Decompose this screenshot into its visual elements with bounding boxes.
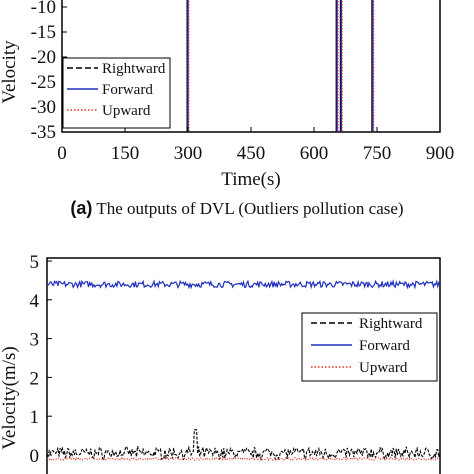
top-series-layer: [186, 0, 375, 132]
bottom-y-tick-label: 0: [30, 446, 40, 467]
bottom-y-tick-label: 5: [30, 252, 40, 273]
bottom-y-tick-label: 2: [30, 368, 40, 389]
bottom-y-tick-label: 3: [30, 330, 40, 351]
top-y-tick-label: -35: [31, 122, 56, 143]
bottom-legend: Rightward Forward Upward: [301, 312, 438, 382]
bottom-legend-label-forward: Forward: [359, 338, 410, 354]
top-x-tick-label: 300: [174, 143, 203, 164]
bottom-y-axis-label: Velocity(m/s): [0, 346, 20, 449]
bottom-legend-box: [301, 312, 438, 382]
top-chart: -10 -15 -20 -25 -30 -35 0 150 300 450 600 750 900 V…: [0, 0, 454, 190]
top-y-axis-label: Velocity: [0, 40, 20, 104]
bottom-legend-label-rightward: Rightward: [359, 316, 423, 332]
top-x-axis-label: Time(s): [221, 169, 280, 190]
top-x-tick-label: 900: [426, 143, 455, 164]
top-y-tick-label: -30: [31, 97, 56, 118]
top-legend-box: [62, 57, 171, 129]
top-y-axis: -10 -15 -20 -25 -30 -35: [31, 0, 67, 143]
bottom-y-axis: 5 4 3 2 1 0: [30, 252, 52, 467]
top-x-tick-label: 750: [363, 143, 392, 164]
top-x-tick-label: 0: [57, 143, 67, 164]
bottom-y-tick-label: 1: [30, 407, 40, 428]
top-legend-label-rightward: Rightward: [102, 61, 166, 77]
top-x-tick-label: 600: [300, 143, 329, 164]
bottom-chart: 5 4 3 2 1 0 Velocity(m/s) Rightward Forward Upw…: [0, 252, 441, 474]
bottom-series-layer: [46, 279, 441, 462]
top-x-tick-label: 450: [237, 143, 266, 164]
bottom-series-forward: [46, 279, 441, 290]
caption-tag: (a): [70, 198, 93, 218]
top-y-tick-label: -10: [31, 0, 56, 18]
top-y-tick-label: -15: [31, 22, 56, 43]
top-legend-label-forward: Forward: [102, 82, 153, 98]
top-x-axis: 0 150 300 450 600 750 900: [57, 127, 454, 164]
bottom-legend-label-upward: Upward: [359, 360, 408, 376]
top-y-tick-label: -20: [31, 47, 56, 68]
top-legend: Rightward Forward Upward: [62, 57, 171, 129]
bottom-series-rightward: [46, 429, 441, 462]
bottom-plot-frame: [46, 257, 441, 474]
top-x-tick-label: 150: [111, 143, 140, 164]
top-y-tick-label: -25: [31, 72, 56, 93]
caption-text: The outputs of DVL (Outliers pollution c…: [96, 199, 404, 218]
bottom-series-upward: [46, 456, 441, 462]
bottom-y-tick-label: 4: [30, 291, 40, 312]
top-legend-label-upward: Upward: [102, 103, 151, 119]
figure-caption: (a) The outputs of DVL (Outliers polluti…: [0, 198, 474, 219]
